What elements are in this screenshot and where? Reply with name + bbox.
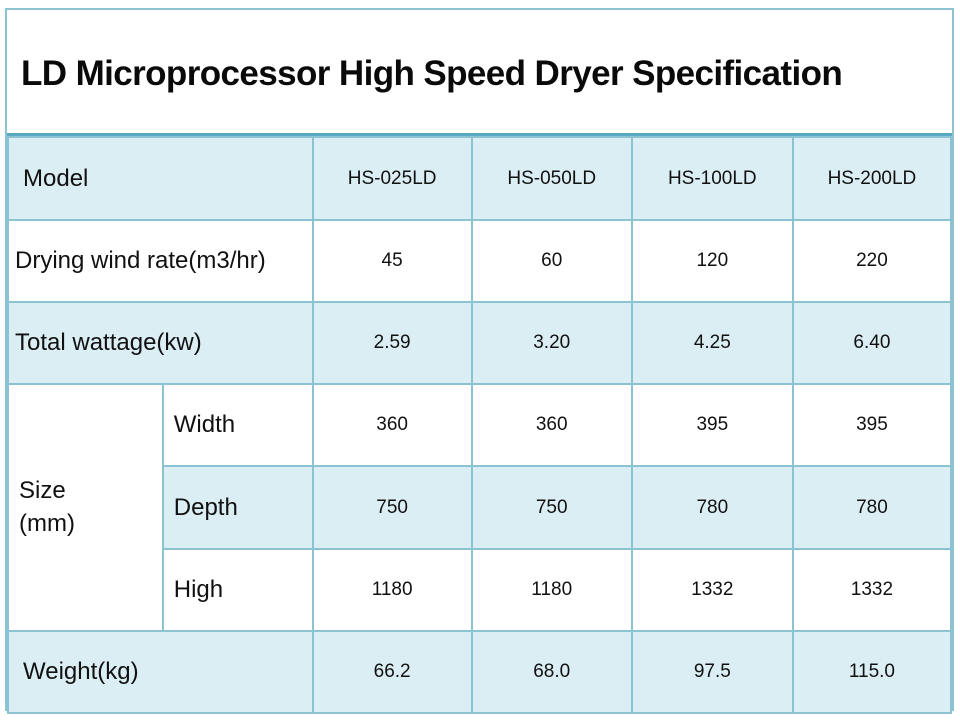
table-cell: 60 [470,219,633,303]
row-label: Drying wind rate(m3/hr) [7,219,314,303]
table-cell: 3.20 [470,301,633,385]
table-cell: 45 [311,219,473,303]
sub-row-label: Depth [161,465,314,550]
model-column-header: HS-200LD [791,136,953,221]
title-area: LD Microprocessor High Speed Dryer Speci… [7,10,952,134]
page-title: LD Microprocessor High Speed Dryer Speci… [21,54,843,93]
spec-table: Model HS-025LD HS-050LD HS-100LD HS-200L… [7,136,953,714]
table-cell: 4.25 [630,301,794,385]
model-header: Model [7,136,314,221]
table-cell: 780 [630,465,794,550]
table-cell: 780 [791,465,953,550]
table-cell: 395 [791,383,953,467]
table-cell: 2.59 [311,301,473,385]
table-cell: 6.40 [791,301,953,385]
model-column-header: HS-025LD [311,136,473,221]
table-cell: 1180 [470,548,633,632]
table-cell: 120 [630,219,794,303]
model-column-header: HS-050LD [470,136,633,221]
table-cell: 97.5 [630,630,794,714]
table-row-wattage: Total wattage(kw) 2.59 3.20 4.25 6.40 [7,301,953,385]
table-cell: 360 [470,383,633,467]
table-row-depth: Depth 750 750 780 780 [8,465,953,550]
model-column-header: HS-100LD [630,136,794,221]
table-cell: 360 [311,383,473,467]
table-row-wind-rate: Drying wind rate(m3/hr) 45 60 120 220 [7,219,953,303]
table-row-high: High 1180 1180 1332 1332 [8,548,953,632]
table-cell: 1332 [791,548,953,632]
size-label-line1: Size [19,477,66,505]
table-cell: 395 [630,383,794,467]
sub-row-label: High [161,548,314,632]
table-cell: 750 [470,465,633,550]
table-header-row: Model HS-025LD HS-050LD HS-100LD HS-200L… [7,136,953,221]
table-row-width: Size (mm) Width 360 360 395 395 [7,383,953,632]
table-cell: 750 [311,465,473,550]
spec-sheet: LD Microprocessor High Speed Dryer Speci… [5,8,954,714]
sub-row-label: Width [161,383,314,467]
size-group-label: Size (mm) [7,383,164,632]
table-cell: 115.0 [791,630,953,714]
size-label-line2: (mm) [19,509,75,537]
table-cell: 68.0 [470,630,633,714]
table-cell: 1180 [311,548,473,632]
title-divider [7,133,952,136]
table-cell: 220 [791,219,953,303]
table-row-weight: Weight(kg) 66.2 68.0 97.5 115.0 [7,630,953,714]
table-cell: 66.2 [311,630,473,714]
row-label: Weight(kg) [7,630,314,714]
table-cell: 1332 [630,548,794,632]
row-label: Total wattage(kw) [7,301,314,385]
